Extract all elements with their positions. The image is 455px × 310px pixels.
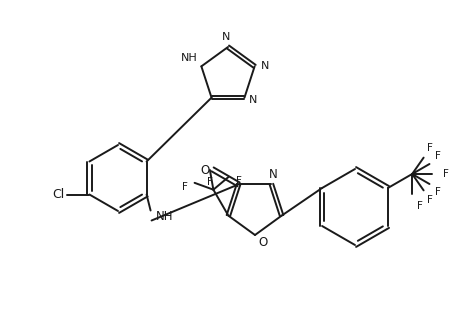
Text: F: F bbox=[426, 143, 432, 153]
Text: F: F bbox=[426, 195, 432, 206]
Text: N: N bbox=[221, 32, 230, 42]
Text: N: N bbox=[249, 95, 257, 105]
Text: F: F bbox=[181, 182, 187, 192]
Text: F: F bbox=[207, 177, 212, 187]
Text: F: F bbox=[235, 176, 241, 186]
Text: F: F bbox=[416, 201, 422, 211]
Text: F: F bbox=[442, 169, 448, 179]
Text: O: O bbox=[258, 237, 267, 250]
Text: F: F bbox=[434, 151, 440, 161]
Text: N: N bbox=[268, 168, 277, 181]
Text: NH: NH bbox=[181, 53, 197, 63]
Text: NH: NH bbox=[155, 210, 173, 223]
Text: F: F bbox=[434, 187, 440, 197]
Text: O: O bbox=[199, 164, 209, 177]
Text: N: N bbox=[260, 61, 268, 71]
Text: Cl: Cl bbox=[52, 188, 65, 201]
